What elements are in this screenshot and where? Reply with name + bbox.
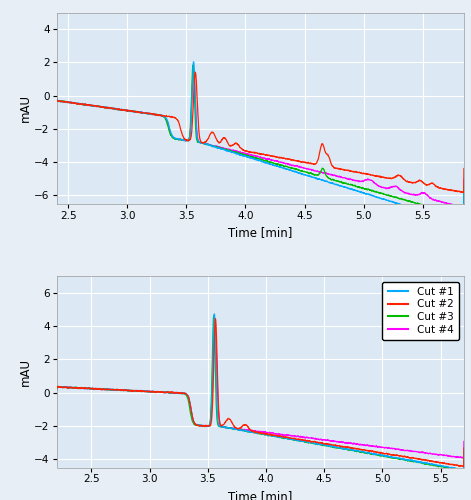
Y-axis label: mAU: mAU xyxy=(18,358,32,386)
X-axis label: Time [min]: Time [min] xyxy=(228,226,292,239)
X-axis label: Time [min]: Time [min] xyxy=(228,490,292,500)
Y-axis label: mAU: mAU xyxy=(18,94,32,122)
Legend: Cut #1, Cut #2, Cut #3, Cut #4: Cut #1, Cut #2, Cut #3, Cut #4 xyxy=(382,282,459,340)
